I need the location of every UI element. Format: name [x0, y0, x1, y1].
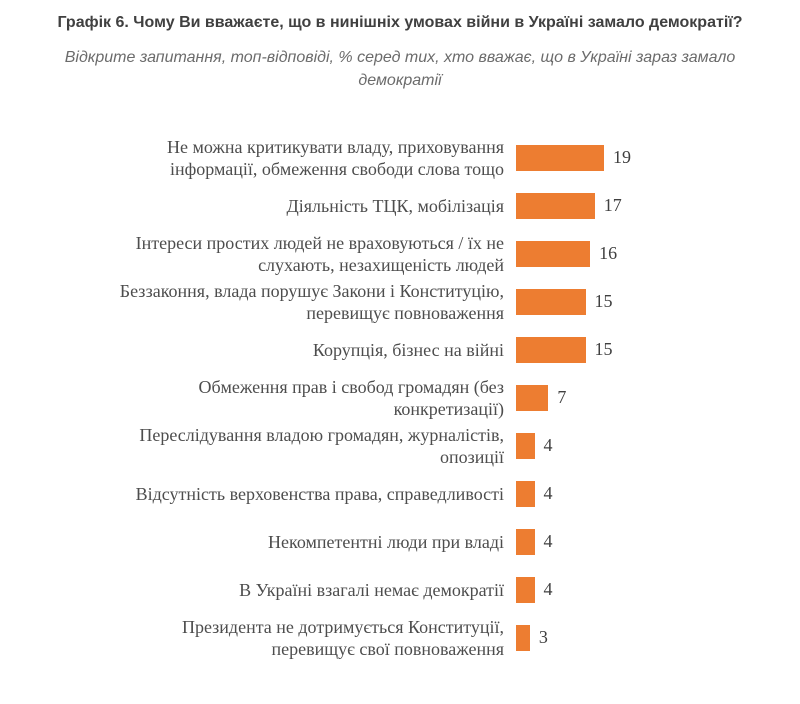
bar-area: 4	[516, 528, 800, 555]
bar-label: Беззаконня, влада порушує Закони і Конст…	[119, 280, 504, 323]
chart-row: Інтереси простих людей не враховуються /…	[84, 230, 800, 278]
chart-row: Президента не дотримується Конституції, …	[84, 614, 800, 662]
bar-value: 15	[594, 291, 613, 312]
bar-value: 4	[543, 579, 553, 600]
bar-value: 4	[543, 435, 553, 456]
bar-area: 4	[516, 480, 800, 507]
chart-row: Діяльність ТЦК, мобілізація 17	[84, 182, 800, 230]
chart-row: В Україні взагалі немає демократії 4	[84, 566, 800, 614]
bar	[516, 528, 535, 555]
bar-area: 15	[516, 288, 800, 315]
bar-area: 17	[516, 192, 800, 219]
bar-area: 16	[516, 240, 800, 267]
bar-value: 4	[543, 483, 553, 504]
bar-area: 19	[516, 144, 800, 171]
bar-area: 7	[516, 384, 800, 411]
bar-area: 15	[516, 336, 800, 363]
chart-row: Некомпетентні люди при владі 4	[84, 518, 800, 566]
bar	[516, 384, 549, 411]
bar-label: Президента не дотримується Конституції, …	[181, 616, 504, 659]
bar-label: Відсутність верховенства права, справедл…	[135, 483, 504, 504]
bar-label: Діяльність ТЦК, мобілізація	[286, 195, 505, 216]
chart-row: Не можна критикувати владу, приховування…	[84, 134, 800, 182]
bar-label: Інтереси простих людей не враховуються /…	[135, 232, 504, 275]
bar	[516, 144, 604, 171]
bar	[516, 432, 535, 459]
chart-row: Відсутність верховенства права, справедл…	[84, 470, 800, 518]
bar	[516, 240, 591, 267]
bar-area: 3	[516, 624, 800, 651]
bar-area: 4	[516, 576, 800, 603]
bar-value: 3	[538, 627, 548, 648]
bar-value: 19	[613, 147, 631, 168]
chart-title: Графік 6. Чому Ви вважаєте, що в нинішні…	[57, 14, 743, 31]
bar-chart: Не можна критикувати владу, приховування…	[0, 134, 800, 662]
chart-row: Обмеження прав і свобод громадян (без ко…	[84, 374, 800, 422]
bar-value: 17	[603, 195, 622, 216]
bar-value: 4	[543, 531, 553, 552]
bar-label: Не можна критикувати владу, приховування…	[167, 136, 504, 179]
bar	[516, 576, 535, 603]
bar-value: 7	[557, 387, 567, 408]
bar-label: Обмеження прав і свобод громадян (без ко…	[198, 376, 504, 419]
bar	[516, 480, 535, 507]
bar-label: В Україні взагалі немає демократії	[239, 579, 504, 600]
bar-value: 16	[599, 243, 618, 264]
chart-row: Переслідування владою громадян, журналіс…	[84, 422, 800, 470]
chart-row: Корупція, бізнес на війні 15	[84, 326, 800, 374]
bar-value: 15	[594, 339, 613, 360]
chart-subtitle: Відкрите запитання, топ-відповіді, % сер…	[64, 48, 736, 89]
bar-area: 4	[516, 432, 800, 459]
bar-label: Корупція, бізнес на війні	[312, 339, 504, 360]
bar	[516, 288, 586, 315]
bar-label: Переслідування владою громадян, журналіс…	[139, 424, 504, 467]
bar	[516, 192, 595, 219]
bar	[516, 624, 530, 651]
chart-row: Беззаконня, влада порушує Закони і Конст…	[84, 278, 800, 326]
bar	[516, 336, 586, 363]
bar-label: Некомпетентні люди при владі	[268, 531, 504, 552]
